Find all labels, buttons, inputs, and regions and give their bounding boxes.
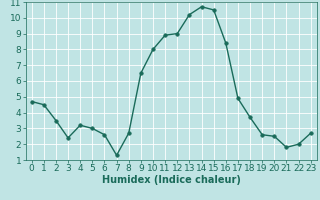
X-axis label: Humidex (Indice chaleur): Humidex (Indice chaleur) — [102, 175, 241, 185]
